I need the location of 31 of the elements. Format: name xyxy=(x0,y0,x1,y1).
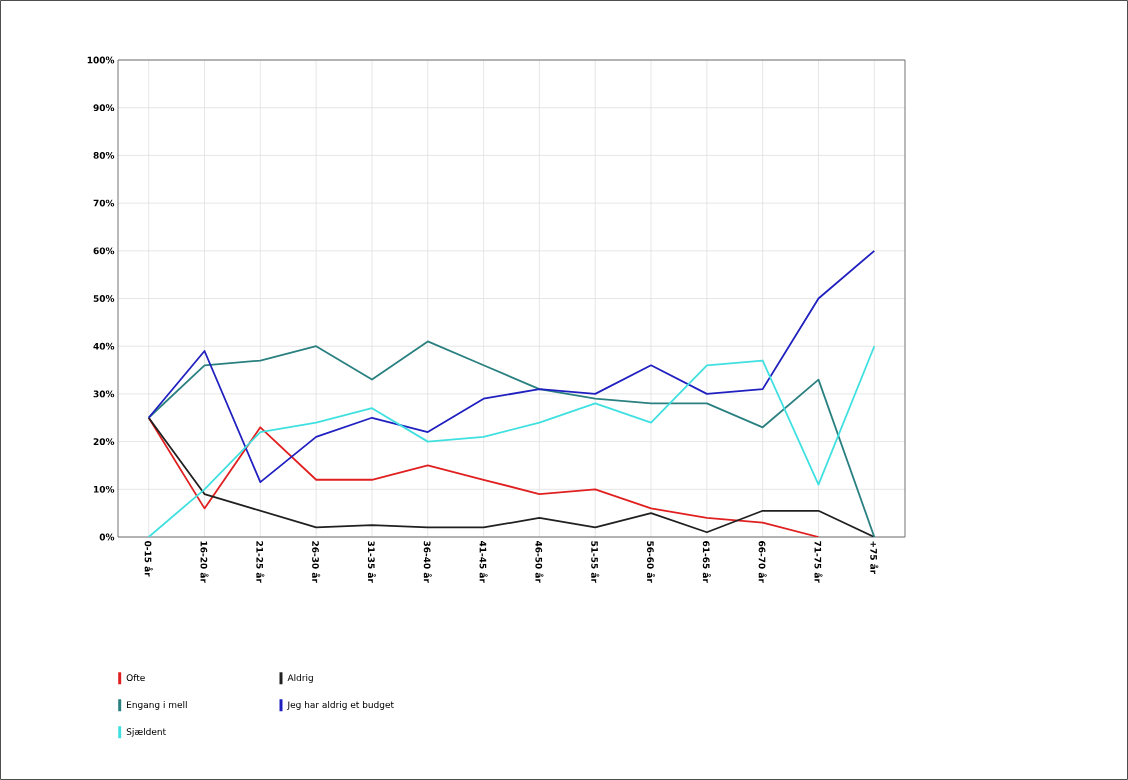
x-tick-label: 31-35 år xyxy=(367,541,377,583)
legend-label: Ofte xyxy=(126,674,145,682)
y-tick-label: 40% xyxy=(93,342,115,350)
y-tick-label: 70% xyxy=(93,199,115,207)
x-tick-label: 51-55 år xyxy=(591,541,600,583)
x-tick-label: 0-15 år xyxy=(144,540,153,577)
y-tick-label: 10% xyxy=(94,485,115,493)
x-tick-label: 41-45 år xyxy=(479,540,488,583)
legend-label: Engang i mell xyxy=(127,701,187,710)
x-tick-label: 16-20 år xyxy=(200,541,209,583)
y-tick-label: 20% xyxy=(93,438,115,445)
x-tick-label: 36-40 år xyxy=(423,541,432,583)
x-tick-label: 61-65 år xyxy=(702,541,711,583)
legend-label: Sjældent xyxy=(126,728,166,737)
x-tick-label: +75 år xyxy=(870,541,879,575)
x-tick-label: 21-25 år xyxy=(256,541,265,583)
legend-label: Jeg har aldrig et budget xyxy=(287,701,394,710)
x-tick-label: 46-50 år xyxy=(535,540,544,583)
y-tick-label: 90% xyxy=(93,104,115,112)
x-tick-label: 71-75 år xyxy=(814,541,823,583)
y-tick-label: 100% xyxy=(87,56,115,64)
x-tick-label: 56-60 år xyxy=(647,541,656,583)
line-series xyxy=(147,249,876,484)
y-tick-label: 60% xyxy=(93,247,115,255)
y-tick-label: 30% xyxy=(93,390,115,398)
y-tick-label: 50% xyxy=(93,295,115,302)
y-tick-label: 80% xyxy=(93,152,115,159)
x-tick-label: 66-70 år xyxy=(758,541,767,583)
legend-label: Aldrig xyxy=(287,674,313,683)
y-tick-label: 0% xyxy=(99,533,115,541)
x-tick-label: 26-30 år xyxy=(312,541,321,583)
